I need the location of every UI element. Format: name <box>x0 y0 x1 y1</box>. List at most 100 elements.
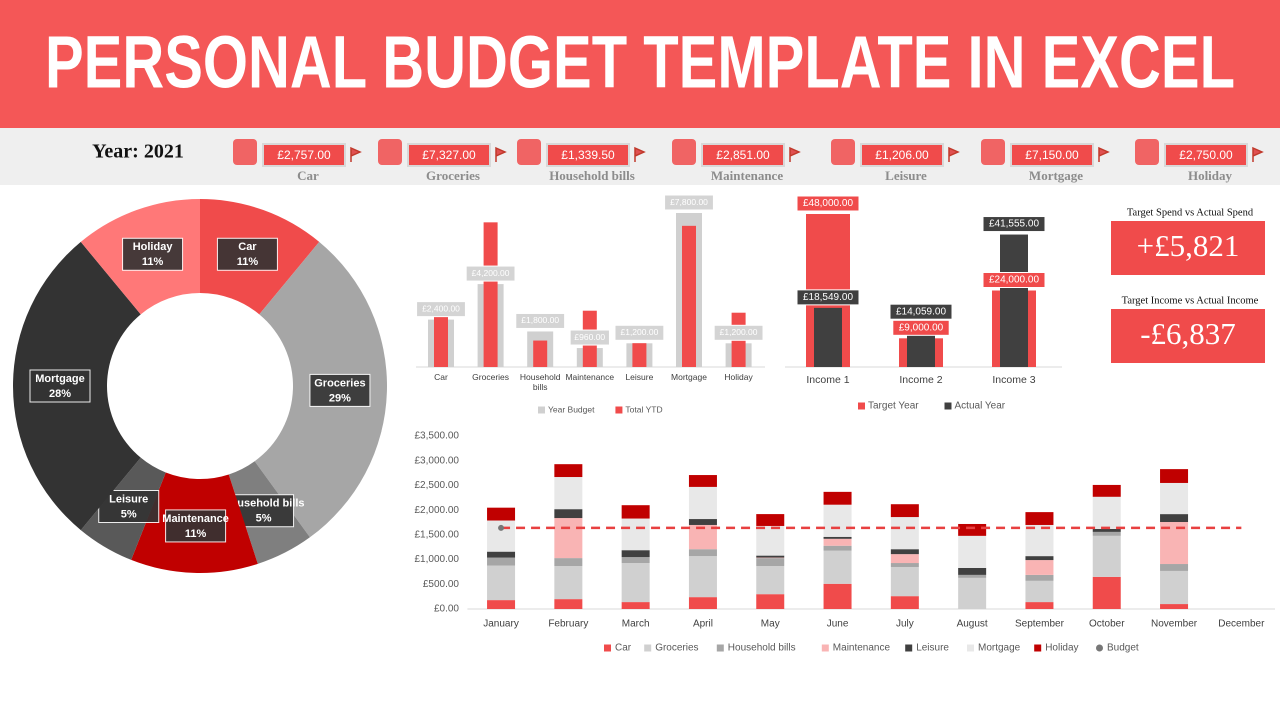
legend-label: Target Year <box>868 401 919 412</box>
x-tick-label: March <box>622 619 650 630</box>
flag-icon <box>1252 146 1264 162</box>
kpi-value: -£6,837 <box>1140 316 1236 351</box>
stacked-segment <box>1160 604 1189 609</box>
value-label: £4,200.00 <box>472 268 510 278</box>
legend-swatch <box>821 644 829 652</box>
stacked-segment <box>1025 524 1054 557</box>
category-label-box: Mortgage <box>671 372 707 382</box>
stacked-segment <box>890 596 919 609</box>
x-tick-label: Income 3 <box>992 375 1036 386</box>
legend-swatch <box>604 644 611 652</box>
stacked-segment <box>756 594 785 609</box>
stacked-segment <box>621 518 650 551</box>
stacked-segment <box>1025 560 1054 575</box>
legend-label: Year Budget <box>548 404 595 414</box>
category-name: Groceries <box>426 168 480 183</box>
x-tick-label: July <box>896 619 914 630</box>
category-name: Car <box>297 168 319 183</box>
header-title: PERSONAL BUDGET TEMPLATE IN EXCEL <box>45 21 1235 104</box>
amount-box <box>407 143 491 167</box>
kpi-label: Target Income vs Actual Income <box>1122 295 1259 306</box>
stacked-segment <box>621 557 650 564</box>
value-label-box <box>892 319 950 336</box>
stacked-segment <box>756 514 785 526</box>
kpi-value: +£5,821 <box>1137 228 1240 263</box>
stacked-segment <box>890 517 919 550</box>
bar <box>682 225 696 367</box>
value-label: £7,800.00 <box>670 197 708 207</box>
value-label-box <box>982 216 1046 233</box>
stacked-segment <box>1092 576 1121 609</box>
stacked-segment <box>1092 535 1121 577</box>
stacked-segment <box>1025 574 1054 581</box>
stacked-segment <box>890 504 919 518</box>
category-label-box: Income 1 <box>806 375 849 385</box>
amount-box <box>262 143 346 167</box>
legend-swatch <box>858 402 865 410</box>
x-tick-label: Mortgage <box>671 372 707 382</box>
stacked-segment <box>890 554 919 564</box>
stacked-segment <box>1160 570 1189 605</box>
stacked-segment <box>621 563 650 603</box>
flag-icon <box>350 146 362 162</box>
x-tick-label: September <box>1015 619 1065 630</box>
stacked-segment <box>1160 482 1189 515</box>
flag-icon <box>495 146 507 162</box>
slice-label-box <box>165 509 227 543</box>
y-tick-label: £0.00 <box>434 604 459 615</box>
amount: £2,757.00 <box>277 148 331 162</box>
stacked-segment <box>554 477 583 510</box>
slice-label: Car <box>238 241 257 253</box>
amount: £2,851.00 <box>716 148 770 162</box>
stacked-segment <box>688 597 717 609</box>
y-tick-label: £1,500.00 <box>415 529 460 540</box>
bar <box>632 343 647 367</box>
stacked-segment <box>756 558 785 566</box>
amount: £2,750.00 <box>1179 148 1233 162</box>
kpi-label: Target Spend vs Actual Spend <box>1127 207 1254 218</box>
stacked-segment <box>554 518 583 559</box>
x-tick-label: August <box>957 619 988 630</box>
value-label-box <box>889 303 953 320</box>
stacked-segment <box>1025 512 1054 525</box>
stacked-segment <box>1025 602 1054 609</box>
stacked-segment <box>688 519 717 525</box>
y-tick-label: £3,500.00 <box>415 431 460 442</box>
legend-label: Mortgage <box>978 643 1021 654</box>
budget-marker <box>498 524 505 531</box>
stacked-segment <box>958 574 987 578</box>
bar <box>1000 234 1028 367</box>
value-label: £24,000.00 <box>989 275 1039 286</box>
kpi-box <box>1111 221 1265 275</box>
category-icon <box>981 139 1005 165</box>
stacked-segment <box>890 563 919 567</box>
value-label-box <box>614 324 665 341</box>
header-band <box>0 0 1280 128</box>
slice-label-box <box>122 237 184 271</box>
stacked-segment <box>688 486 717 520</box>
x-tick-label: May <box>761 619 780 630</box>
category-label-box: Household bills <box>520 372 561 392</box>
category-name: Household bills <box>549 168 635 183</box>
category-name: Maintenance <box>711 168 783 183</box>
stacked-segment <box>621 505 650 519</box>
category-label-box: Maintenance <box>565 372 614 382</box>
amount: £7,150.00 <box>1025 148 1079 162</box>
stacked-segment <box>890 566 919 597</box>
x-tick-label: November <box>1151 619 1198 630</box>
kpi-box <box>1111 309 1265 363</box>
amount: £1,206.00 <box>875 148 929 162</box>
bar <box>434 312 448 367</box>
stacked-segment <box>1160 564 1189 571</box>
slice-value: 5% <box>121 508 137 520</box>
category-label-box: Leisure <box>625 372 653 382</box>
legend-swatch <box>615 406 623 414</box>
slice-label-box <box>309 373 371 407</box>
x-tick-label: Holiday <box>724 372 753 382</box>
category-label-box: Income 3 <box>992 375 1036 386</box>
x-tick-label: June <box>827 619 849 630</box>
legend-swatch <box>944 402 952 410</box>
category-label-box: Groceries <box>472 372 509 382</box>
